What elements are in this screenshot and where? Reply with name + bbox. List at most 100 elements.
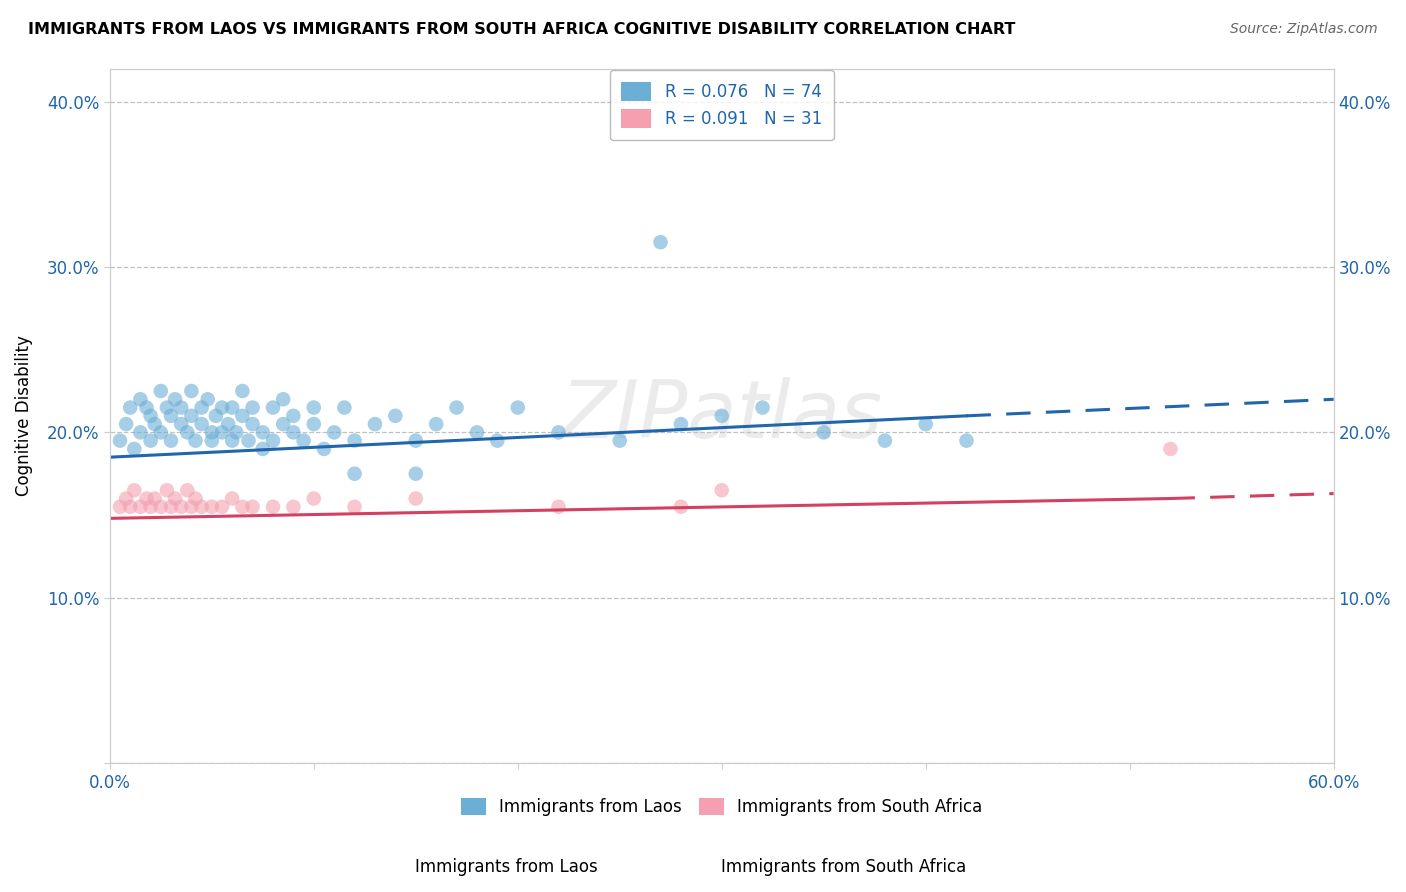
Point bbox=[170, 500, 193, 514]
Point bbox=[143, 491, 166, 506]
Point bbox=[129, 500, 152, 514]
Point bbox=[149, 425, 172, 440]
Point bbox=[190, 401, 212, 415]
Point bbox=[176, 425, 198, 440]
Point bbox=[190, 417, 212, 431]
Point bbox=[165, 392, 187, 407]
Point bbox=[242, 500, 264, 514]
Point bbox=[170, 417, 193, 431]
Point bbox=[710, 409, 733, 423]
Point bbox=[129, 392, 152, 407]
Point bbox=[914, 417, 936, 431]
Point bbox=[506, 401, 529, 415]
Point bbox=[405, 491, 427, 506]
Point bbox=[190, 500, 212, 514]
Point bbox=[669, 417, 692, 431]
Point bbox=[170, 401, 193, 415]
Point bbox=[262, 500, 284, 514]
Point bbox=[547, 425, 569, 440]
Point bbox=[364, 417, 387, 431]
Point bbox=[184, 491, 207, 506]
Text: ZIPatlas: ZIPatlas bbox=[561, 376, 883, 455]
Point bbox=[446, 401, 468, 415]
Point bbox=[129, 425, 152, 440]
Point bbox=[262, 434, 284, 448]
Point bbox=[225, 425, 247, 440]
Point bbox=[343, 434, 366, 448]
Point bbox=[465, 425, 488, 440]
Point bbox=[405, 434, 427, 448]
Point bbox=[197, 392, 219, 407]
Point bbox=[180, 409, 202, 423]
Point bbox=[149, 500, 172, 514]
Point bbox=[120, 500, 142, 514]
Point bbox=[547, 500, 569, 514]
Legend: Immigrants from Laos, Immigrants from South Africa: Immigrants from Laos, Immigrants from So… bbox=[453, 789, 991, 824]
Point bbox=[160, 434, 183, 448]
Point bbox=[252, 442, 274, 456]
Point bbox=[271, 392, 294, 407]
Point bbox=[710, 483, 733, 498]
Point bbox=[217, 417, 239, 431]
Point bbox=[252, 425, 274, 440]
Point bbox=[1159, 442, 1181, 456]
Point bbox=[143, 417, 166, 431]
Point bbox=[312, 442, 335, 456]
Point bbox=[139, 500, 162, 514]
Point bbox=[650, 235, 672, 249]
Point bbox=[201, 500, 224, 514]
Point bbox=[669, 500, 692, 514]
Point bbox=[242, 417, 264, 431]
Point bbox=[211, 425, 233, 440]
Point bbox=[160, 500, 183, 514]
Point bbox=[180, 384, 202, 398]
Point bbox=[221, 434, 243, 448]
Point bbox=[139, 409, 162, 423]
Point bbox=[160, 409, 183, 423]
Point bbox=[156, 483, 179, 498]
Point bbox=[302, 417, 325, 431]
Point bbox=[231, 409, 253, 423]
Point bbox=[201, 425, 224, 440]
Point bbox=[180, 500, 202, 514]
Point bbox=[302, 491, 325, 506]
Point bbox=[124, 483, 146, 498]
Point bbox=[283, 425, 305, 440]
Point bbox=[124, 442, 146, 456]
Text: IMMIGRANTS FROM LAOS VS IMMIGRANTS FROM SOUTH AFRICA COGNITIVE DISABILITY CORREL: IMMIGRANTS FROM LAOS VS IMMIGRANTS FROM … bbox=[28, 22, 1015, 37]
Y-axis label: Cognitive Disability: Cognitive Disability bbox=[15, 335, 32, 496]
Point bbox=[813, 425, 835, 440]
Point bbox=[323, 425, 346, 440]
Point bbox=[343, 467, 366, 481]
Text: Immigrants from Laos: Immigrants from Laos bbox=[415, 858, 598, 876]
Point bbox=[283, 409, 305, 423]
Point bbox=[149, 384, 172, 398]
Point bbox=[120, 401, 142, 415]
Point bbox=[609, 434, 631, 448]
Point bbox=[405, 467, 427, 481]
Point bbox=[425, 417, 447, 431]
Point bbox=[221, 491, 243, 506]
Point bbox=[115, 491, 138, 506]
Point bbox=[139, 434, 162, 448]
Point bbox=[242, 401, 264, 415]
Point bbox=[176, 483, 198, 498]
Point bbox=[333, 401, 356, 415]
Point bbox=[238, 434, 260, 448]
Point bbox=[135, 491, 157, 506]
Point bbox=[231, 384, 253, 398]
Point bbox=[231, 500, 253, 514]
Point bbox=[486, 434, 509, 448]
Point bbox=[292, 434, 315, 448]
Point bbox=[165, 491, 187, 506]
Point bbox=[115, 417, 138, 431]
Text: Immigrants from South Africa: Immigrants from South Africa bbox=[721, 858, 966, 876]
Point bbox=[108, 500, 131, 514]
Point bbox=[205, 409, 228, 423]
Point bbox=[384, 409, 406, 423]
Point bbox=[184, 434, 207, 448]
Point bbox=[302, 401, 325, 415]
Point bbox=[955, 434, 977, 448]
Point bbox=[156, 401, 179, 415]
Text: Source: ZipAtlas.com: Source: ZipAtlas.com bbox=[1230, 22, 1378, 37]
